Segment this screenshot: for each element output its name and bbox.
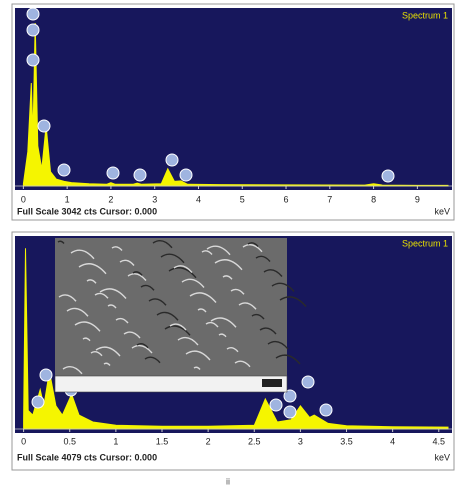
x-tick-label: 9 — [415, 194, 420, 204]
x-unit: keV — [434, 206, 450, 216]
peak-marker — [27, 24, 39, 36]
peak-marker — [32, 396, 44, 408]
caption: ii — [226, 476, 230, 486]
x-tick-label: 1 — [113, 436, 118, 446]
peak-marker — [38, 120, 50, 132]
x-unit: keV — [434, 452, 450, 462]
peak-marker — [302, 376, 314, 388]
plot-area — [15, 8, 452, 190]
peak-marker — [107, 167, 119, 179]
peak-marker — [382, 170, 394, 182]
x-tick-label: 3 — [152, 194, 157, 204]
x-tick-label: 4 — [390, 436, 395, 446]
x-tick-label: 5 — [240, 194, 245, 204]
x-tick-label: 0 — [21, 194, 26, 204]
sem-scale-bar — [262, 379, 282, 387]
peak-marker — [27, 8, 39, 20]
peak-marker — [27, 54, 39, 66]
x-tick-label: 2.5 — [248, 436, 261, 446]
x-tick-label: 6 — [284, 194, 289, 204]
x-tick-label: 3 — [298, 436, 303, 446]
peak-marker — [166, 154, 178, 166]
peak-marker — [58, 164, 70, 176]
sem-inset — [55, 238, 306, 392]
x-tick-label: 4.5 — [433, 436, 446, 446]
sem-image — [55, 238, 287, 376]
peak-marker — [180, 169, 192, 181]
footer: Full Scale 3042 cts Cursor: 0.000 — [17, 206, 157, 216]
x-tick-label: 2 — [108, 194, 113, 204]
x-tick-label: 8 — [371, 194, 376, 204]
x-tick-label: 0.5 — [63, 436, 76, 446]
sem-info-bar — [55, 376, 287, 392]
x-tick-label: 1 — [65, 194, 70, 204]
x-tick-label: 0 — [21, 436, 26, 446]
x-tick-label: 3.5 — [340, 436, 353, 446]
x-tick-label: 2 — [206, 436, 211, 446]
figure: ii Spectrum 1 0 1 2 3 4 5 6 7 8 9 keV Full Scale 304… — [0, 0, 456, 490]
peak-marker — [40, 369, 52, 381]
peak-marker — [320, 404, 332, 416]
x-tick-label: 4 — [196, 194, 201, 204]
peak-marker — [270, 399, 282, 411]
peak-marker — [284, 406, 296, 418]
spectrum-title: Spectrum 1 — [402, 238, 448, 248]
x-tick-label: 1.5 — [156, 436, 169, 446]
spectrum-title: Spectrum 1 — [402, 10, 448, 20]
peak-marker — [134, 169, 146, 181]
x-tick-label: 7 — [327, 194, 332, 204]
footer: Full Scale 4079 cts Cursor: 0.000 — [17, 452, 157, 462]
